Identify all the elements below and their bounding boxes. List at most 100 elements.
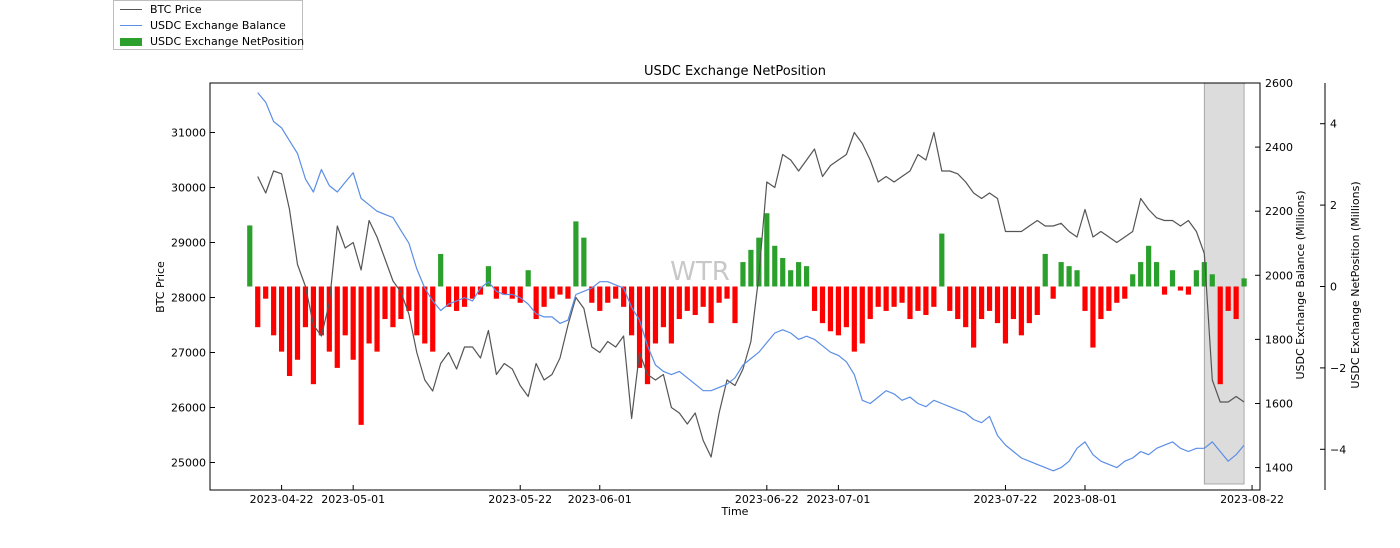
netposition-bar-123 (1225, 286, 1231, 311)
netposition-bar-113 (1146, 245, 1152, 287)
netposition-bar-63 (748, 249, 754, 287)
netposition-bar-28 (469, 286, 476, 299)
netposition-bar-86 (931, 286, 937, 307)
netposition-bar-122 (1217, 286, 1223, 385)
balance-tick-label-3: 2000 (1265, 269, 1293, 282)
netposition-bar-105 (1082, 286, 1088, 311)
x-tick-label-1: 2023-05-01 (321, 493, 385, 506)
plot-frame (209, 82, 1261, 491)
netposition-bar-33 (509, 286, 515, 299)
netposition-bar-27 (461, 286, 468, 307)
netposition-bar-125 (1241, 278, 1247, 287)
netposition-bar-121 (1209, 274, 1215, 287)
netposition-tick-label-0: −4 (1330, 443, 1346, 456)
netposition-bar-89 (955, 286, 961, 320)
netposition-bar-69 (796, 262, 802, 287)
netposition-bar-61 (732, 286, 738, 324)
netposition-bar-64 (756, 237, 762, 287)
balance-tick-label-1: 1600 (1265, 397, 1293, 410)
netposition-bar-66 (772, 245, 778, 287)
netposition-bar-81 (891, 286, 897, 307)
netposition-bar-4 (278, 286, 285, 352)
netposition-bar-21 (414, 286, 420, 336)
x-tick-label-6: 2023-07-22 (973, 493, 1037, 506)
btc-tick-label-4: 29000 (171, 237, 206, 250)
netposition-bar-2 (263, 286, 269, 299)
netposition-bar-99 (1034, 286, 1040, 315)
netposition-bar-97 (1018, 286, 1024, 336)
chart-title: USDC Exchange NetPosition (644, 64, 826, 79)
netposition-bar-13 (350, 286, 356, 360)
netposition-bar-80 (883, 286, 889, 311)
netposition-bar-45 (605, 286, 611, 303)
netposition-bar-87 (939, 233, 945, 287)
netposition-bar-12 (342, 286, 348, 336)
netposition-bar-38 (549, 286, 555, 299)
netposition-bar-118 (1185, 286, 1192, 295)
netposition-bar-73 (827, 286, 834, 332)
netposition-bar-25 (446, 286, 452, 307)
netposition-bar-5 (286, 286, 293, 377)
netposition-bar-98 (1026, 286, 1032, 324)
netposition-bar-56 (692, 286, 698, 315)
netposition-bar-1 (255, 286, 261, 328)
netposition-bar-90 (963, 286, 969, 328)
x-axis-label: Time (721, 505, 749, 518)
netposition-axis-label: USDC Exchange NetPosition (Millions) (1349, 181, 1362, 388)
netposition-tick-label-2: 0 (1330, 281, 1337, 294)
netposition-bar-51 (652, 286, 659, 344)
netposition-bar-115 (1161, 286, 1168, 295)
netposition-bar-32 (501, 286, 507, 295)
series-line-btc (257, 131, 1245, 458)
netposition-bar-3 (271, 286, 277, 336)
btc-tick-label-2: 27000 (171, 347, 206, 360)
netposition-bar-71 (811, 286, 818, 311)
netposition-bar-102 (1058, 262, 1064, 287)
netposition-bar-55 (684, 286, 690, 311)
netposition-bar-78 (867, 286, 873, 320)
btc-axis-label: BTC Price (154, 261, 167, 313)
btc-tick-label-0: 25000 (171, 457, 206, 470)
netposition-bar-7 (302, 286, 309, 328)
x-tick-label-7: 2023-08-01 (1053, 493, 1117, 506)
netposition-bar-119 (1193, 270, 1199, 287)
netposition-bar-60 (724, 286, 730, 299)
netposition-bar-67 (780, 258, 786, 287)
watermark: WTR (670, 257, 730, 287)
netposition-bar-43 (589, 286, 595, 303)
btc-tick-label-3: 28000 (171, 292, 206, 305)
netposition-bar-100 (1042, 253, 1048, 287)
netposition-bar-124 (1233, 286, 1239, 320)
netposition-bar-112 (1138, 262, 1144, 287)
legend: BTC Price USDC Exchange Balance USDC Exc… (113, 0, 304, 50)
netposition-tick-label-4: 4 (1330, 118, 1337, 131)
netposition-bar-58 (708, 286, 714, 324)
netposition-bars (247, 213, 1247, 425)
netposition-bar-83 (907, 286, 913, 320)
netposition-bar-42 (581, 237, 587, 287)
netposition-bar-101 (1050, 286, 1056, 299)
netposition-bar-65 (764, 213, 770, 287)
netposition-bar-92 (978, 286, 985, 320)
netposition-bar-29 (477, 286, 484, 295)
x-tick-label-4: 2023-06-22 (735, 493, 799, 506)
netposition-bar-104 (1074, 270, 1080, 287)
netposition-bar-9 (318, 286, 324, 336)
balance-tick-label-0: 1400 (1265, 462, 1293, 475)
legend-swatch-btc-price (120, 9, 142, 10)
legend-swatch-usdc-balance (120, 25, 142, 26)
netposition-bar-6 (294, 286, 301, 360)
netposition-bar-57 (700, 286, 706, 307)
netposition-bar-47 (621, 286, 627, 307)
netposition-bar-22 (422, 286, 428, 344)
netposition-bar-8 (310, 286, 317, 385)
legend-item-btc-price: BTC Price (120, 2, 202, 17)
netposition-bar-84 (915, 286, 921, 311)
legend-item-usdc-netposition: USDC Exchange NetPosition (120, 34, 304, 49)
netposition-bar-94 (994, 286, 1001, 324)
netposition-bar-30 (485, 266, 492, 287)
netposition-bar-117 (1177, 286, 1184, 291)
netposition-bar-116 (1169, 270, 1176, 287)
netposition-bar-35 (525, 270, 531, 287)
